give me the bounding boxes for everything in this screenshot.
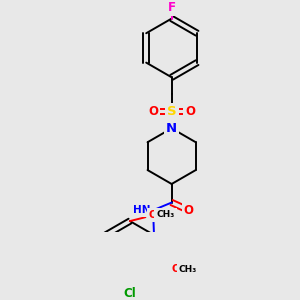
Text: O: O <box>149 210 158 220</box>
Text: N: N <box>166 122 177 135</box>
Text: F: F <box>168 1 176 14</box>
Text: O: O <box>148 105 158 118</box>
Text: O: O <box>184 204 194 217</box>
Text: HN: HN <box>133 205 151 215</box>
Text: Cl: Cl <box>124 287 136 300</box>
Text: S: S <box>167 105 176 118</box>
Text: O: O <box>171 264 180 274</box>
Text: CH₃: CH₃ <box>179 265 197 274</box>
Text: CH₃: CH₃ <box>156 210 175 219</box>
Text: O: O <box>185 105 195 118</box>
